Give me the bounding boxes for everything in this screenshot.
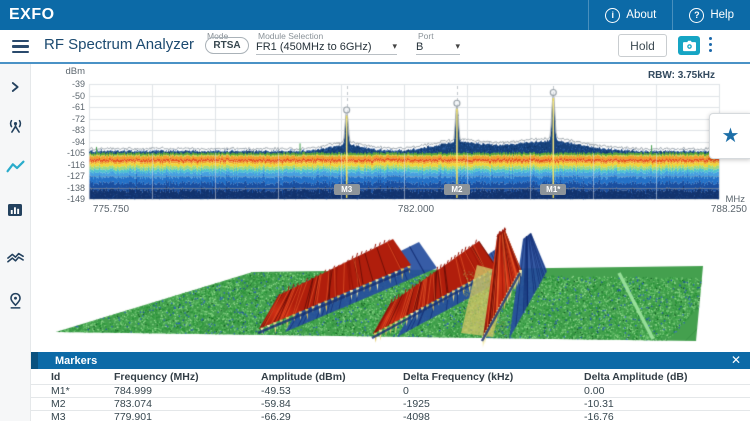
camera-button[interactable]	[678, 36, 700, 55]
table-cell: -66.29	[261, 411, 291, 421]
y-tick-label: -50	[71, 90, 85, 101]
topbar-actions: i About ? Help	[588, 0, 750, 30]
column-header: Amplitude (dBm)	[261, 370, 346, 383]
module-select-value: FR1 (450MHz to 6GHz)	[256, 40, 372, 53]
y-tick-label: -138	[66, 182, 85, 193]
x-tick-label: 782.000	[397, 204, 435, 215]
menu-icon[interactable]	[12, 40, 29, 56]
sidebar-item-antenna[interactable]	[0, 110, 30, 140]
camera-icon	[682, 40, 696, 52]
waterfall-3d-panel	[31, 215, 750, 352]
column-header: Id	[51, 370, 61, 383]
y-tick-label: -72	[71, 113, 85, 124]
table-cell: -16.76	[584, 411, 614, 421]
page-title: RF Spectrum Analyzer	[44, 36, 195, 53]
table-cell: 0.00	[584, 385, 605, 397]
module-select[interactable]: FR1 (450MHz to 6GHz) ▾	[256, 39, 397, 55]
more-menu-icon[interactable]	[709, 37, 713, 55]
spectrum-canvas[interactable]	[31, 64, 750, 215]
table-cell: -10.31	[584, 398, 614, 410]
port-select[interactable]: B ▾	[416, 39, 460, 55]
star-icon: ★	[721, 125, 740, 147]
y-tick-label: -83	[71, 125, 85, 135]
help-icon: ?	[689, 7, 705, 23]
markers-panel: Markers ✕ Id Frequency (MHz) Amplitude (dB…	[31, 352, 750, 421]
x-tick-label: 775.750	[92, 204, 130, 215]
sidebar-item-location[interactable]	[0, 285, 30, 315]
sidebar-item-bar-chart[interactable]	[0, 195, 30, 225]
markers-title: Markers	[55, 354, 98, 367]
main-area: dBm -39 -50 -61 -72 -83 -94 -105 -116 -127 -138 -1…	[31, 64, 750, 421]
column-header: Delta Amplitude (dB)	[584, 370, 688, 383]
y-axis-unit: dBm	[65, 66, 85, 77]
table-cell: 783.074	[114, 398, 152, 410]
close-icon[interactable]: ✕	[730, 353, 741, 367]
sidebar	[0, 64, 31, 421]
y-tick-label: -61	[71, 102, 85, 112]
y-tick-label: -94	[71, 136, 85, 147]
module-selection-label: Module Selection	[258, 31, 324, 41]
divider	[672, 0, 674, 30]
mode-label: Mode	[207, 31, 229, 41]
table-cell: 0	[403, 385, 409, 397]
column-header: Delta Frequency (kHz)	[403, 370, 514, 383]
spectrum-panel: dBm -39 -50 -61 -72 -83 -94 -105 -116 -127 -138 -1…	[31, 64, 750, 215]
sidebar-expand-button[interactable]	[0, 72, 30, 102]
x-axis-unit: MHz	[725, 194, 745, 205]
hold-button[interactable]: Hold	[618, 34, 667, 57]
table-cell: M2	[51, 398, 66, 410]
y-tick-label: -105	[66, 148, 85, 158]
y-tick-label: -116	[67, 159, 85, 170]
markers-table: Id Frequency (MHz) Amplitude (dBm) Delta Fr…	[31, 369, 750, 421]
table-cell: -59.84	[261, 398, 291, 410]
port-label: Port	[418, 31, 434, 41]
chevron-down-icon: ▾	[392, 41, 397, 51]
marker-tag[interactable]: M1*	[540, 184, 567, 195]
x-tick-label: 788.250	[710, 204, 747, 215]
table-cell: -49.53	[261, 385, 291, 397]
toolbar: RF Spectrum Analyzer Mode RTSA Module Se…	[0, 30, 750, 64]
help-button[interactable]: ? Help	[673, 0, 750, 30]
waterfall-waves-icon	[6, 252, 24, 263]
antenna-icon	[9, 119, 21, 133]
sidebar-item-waterfall[interactable]	[0, 241, 30, 271]
table-cell: -1925	[403, 398, 430, 410]
table-row[interactable]: M2 783.074 -59.84 -1925 -10.31	[31, 397, 750, 410]
about-label: About	[626, 9, 657, 21]
mode-value-pill[interactable]: RTSA	[205, 37, 249, 54]
table-cell: 779.901	[114, 411, 152, 421]
table-cell: -4098	[403, 411, 430, 421]
help-label: Help	[710, 9, 734, 21]
waterfall-3d-canvas[interactable]	[31, 215, 750, 352]
table-cell: M3	[51, 411, 66, 421]
top-bar: EXFO i About ? Help	[0, 0, 750, 30]
table-cell: 784.999	[114, 385, 152, 397]
marker-tag[interactable]: M3	[333, 184, 360, 195]
location-pin-icon	[9, 292, 21, 309]
spectrum-trace-icon	[5, 160, 25, 172]
port-select-value: B	[416, 40, 424, 53]
content: dBm -39 -50 -61 -72 -83 -94 -105 -116 -127 -138 -1…	[0, 64, 750, 421]
y-tick-label: -39	[71, 79, 85, 89]
y-tick-label: -127	[66, 171, 85, 181]
markers-panel-header: Markers ✕	[31, 352, 750, 369]
chevron-down-icon: ▾	[455, 41, 460, 51]
marker-tag[interactable]: M2	[443, 184, 470, 195]
y-tick-label: -149	[66, 194, 85, 204]
column-header: Frequency (MHz)	[114, 370, 199, 383]
table-row[interactable]: M1* 784.999 -49.53 0 0.00	[31, 384, 750, 397]
sidebar-item-spectrum[interactable]	[0, 152, 30, 182]
chevron-right-icon	[11, 82, 19, 92]
table-cell: M1*	[51, 385, 70, 397]
rbw-label: RBW: 3.75kHz	[647, 70, 715, 81]
favorites-button[interactable]: ★	[709, 113, 750, 159]
info-icon: i	[605, 7, 621, 23]
bar-chart-icon	[8, 204, 22, 216]
table-row[interactable]: M3 779.901 -66.29 -4098 -16.76	[31, 410, 750, 421]
exfo-logo: EXFO	[9, 6, 55, 23]
about-button[interactable]: i About	[589, 0, 672, 30]
divider	[588, 0, 590, 30]
